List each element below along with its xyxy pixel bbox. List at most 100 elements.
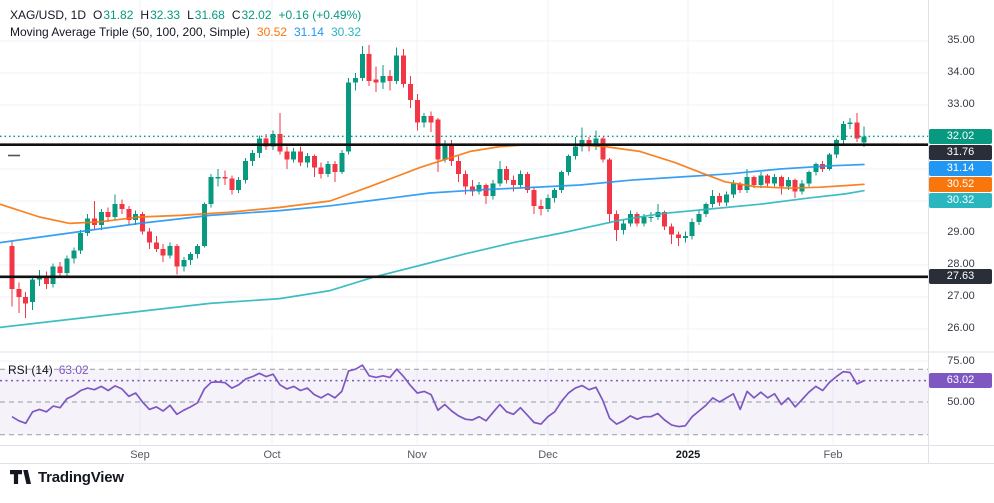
candle-up xyxy=(243,160,249,181)
tradingview-logo[interactable]: TradingView xyxy=(10,469,124,486)
candle-down xyxy=(737,183,743,190)
candle-up xyxy=(758,175,764,185)
time-axis-label-oct: Oct xyxy=(263,449,281,461)
gridlines xyxy=(0,0,928,445)
candle-up xyxy=(181,260,187,267)
candle-up xyxy=(696,213,702,222)
candle-up xyxy=(194,245,200,254)
tradingview-wordmark: TradingView xyxy=(38,469,124,486)
candle-up xyxy=(270,133,276,147)
rsi-value: 63.02 xyxy=(58,363,89,377)
time-axis-border xyxy=(0,445,994,446)
ma100-value: 31.14 xyxy=(293,25,324,39)
time-axis-label-nov: Nov xyxy=(407,449,427,461)
candle-down xyxy=(126,208,132,221)
candle-up xyxy=(325,164,331,174)
candle-down xyxy=(153,242,159,249)
close-value: 32.02 xyxy=(241,8,272,22)
candle-down xyxy=(765,175,771,184)
rsi-plot-line xyxy=(11,364,865,428)
candle-down xyxy=(284,151,290,160)
rsi-legend[interactable]: RSI (14) 63.02 xyxy=(8,363,89,377)
candle-up xyxy=(572,146,578,157)
legend-indicator-row[interactable]: Moving Average Triple (50, 100, 200, Sim… xyxy=(10,25,361,39)
candle-down xyxy=(669,226,675,235)
candle-up xyxy=(593,138,599,147)
candle-up xyxy=(847,122,853,125)
candle-up xyxy=(208,176,214,205)
candle-up xyxy=(723,194,729,203)
drawings-layer[interactable] xyxy=(0,143,928,279)
ma200-value: 30.32 xyxy=(330,25,362,39)
candle-down xyxy=(229,178,235,190)
change-value: +0.16 (+0.49%) xyxy=(278,8,362,22)
price-axis-label: 26.00 xyxy=(947,322,975,335)
candle-up xyxy=(71,250,77,259)
axis-badge-27.63: 27.63 xyxy=(929,269,992,285)
candle-down xyxy=(607,159,613,214)
candle-up xyxy=(442,143,448,160)
high-value: 32.33 xyxy=(150,8,181,22)
time-axis-label-dec: Dec xyxy=(538,449,558,461)
time-axis-label-feb: Feb xyxy=(823,449,843,461)
candle-up xyxy=(359,53,365,78)
candle-down xyxy=(43,276,49,285)
axis-badge-30.32: 30.32 xyxy=(929,192,992,208)
axis-badge-63.02: 63.02 xyxy=(929,373,992,389)
candle-up xyxy=(620,223,626,230)
candle-up xyxy=(744,176,750,190)
candle-up xyxy=(304,156,310,163)
candle-down xyxy=(332,164,338,173)
candle-up xyxy=(167,245,173,256)
sma100-line xyxy=(0,163,865,244)
candle-down xyxy=(414,100,420,123)
candle-down xyxy=(146,231,152,243)
candle-up xyxy=(806,172,812,184)
candle-down xyxy=(469,186,475,192)
candle-up xyxy=(30,279,36,302)
candle-up xyxy=(476,184,482,192)
candle-down xyxy=(428,116,434,123)
candle-down xyxy=(9,245,15,289)
candle-down xyxy=(511,180,517,185)
candle-down xyxy=(504,168,510,181)
time-axis-label-2025: 2025 xyxy=(675,449,701,461)
candle-up xyxy=(827,154,833,169)
ma50-value: 30.52 xyxy=(256,25,287,39)
candle-down xyxy=(675,234,681,238)
price-axis-label: 34.00 xyxy=(947,66,975,79)
candle-up xyxy=(833,140,839,155)
axis-badge-30.52: 30.52 xyxy=(929,176,992,192)
legend-symbol-row[interactable]: XAG/USD, 1D O 31.82 H 32.33 L 31.68 C 32.02 … xyxy=(10,8,361,22)
candle-up xyxy=(421,116,427,123)
candle-up xyxy=(552,189,558,198)
candle-up xyxy=(50,266,56,285)
chart-bottom-border xyxy=(0,463,994,464)
candle-down xyxy=(792,180,798,192)
price-axis-border xyxy=(928,0,929,463)
candle-down xyxy=(23,296,29,304)
price-axis-label: 27.00 xyxy=(947,290,975,303)
symbol-title: XAG/USD, 1D xyxy=(10,8,87,22)
candle-down xyxy=(600,138,606,160)
price-axis-label: 35.00 xyxy=(947,34,975,47)
axis-badge-32.02: 32.02 xyxy=(929,128,992,144)
open-value: 31.82 xyxy=(103,8,134,22)
candle-down xyxy=(16,288,22,297)
close-label: C xyxy=(231,8,241,22)
rsi-axis-label: 75.00 xyxy=(947,354,975,367)
candle-up xyxy=(98,212,104,225)
candle-down xyxy=(531,189,537,206)
time-axis-label-sep: Sep xyxy=(130,449,150,461)
candle-up xyxy=(772,176,778,184)
sma50-line xyxy=(0,143,865,225)
candle-down xyxy=(160,248,166,256)
candle-down xyxy=(854,122,860,139)
candle-up xyxy=(785,180,791,187)
candle-down xyxy=(119,204,125,209)
open-label: O xyxy=(93,8,103,22)
low-value: 31.68 xyxy=(194,8,225,22)
high-label: H xyxy=(140,8,150,22)
